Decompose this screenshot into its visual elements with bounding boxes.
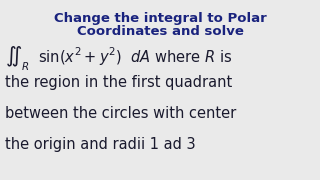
Text: the region in the first quadrant: the region in the first quadrant	[5, 75, 232, 90]
Text: Coordinates and solve: Coordinates and solve	[76, 25, 244, 38]
Text: Change the integral to Polar: Change the integral to Polar	[54, 12, 266, 25]
Text: between the circles with center: between the circles with center	[5, 106, 236, 121]
Text: the origin and radii 1 ad 3: the origin and radii 1 ad 3	[5, 137, 196, 152]
Text: $\iint_R\ \ \sin(x^2 + y^2)\ \ dA$ where $R$ is: $\iint_R\ \ \sin(x^2 + y^2)\ \ dA$ where…	[5, 44, 232, 73]
